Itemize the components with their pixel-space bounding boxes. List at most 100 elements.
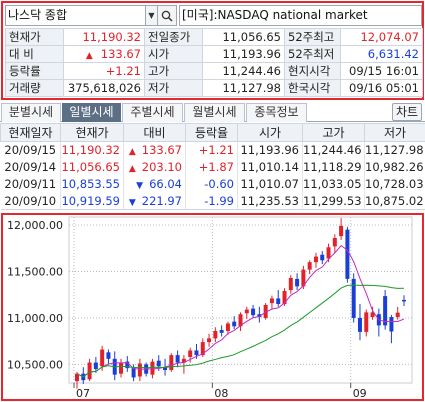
table-row[interactable]: 20/09/14 11,056.65 ▲ 203.10 +1.87 11,010.14 11… xyxy=(0,158,425,176)
low-cell: 11,127.98 xyxy=(364,141,425,159)
column-header: 현재가 xyxy=(60,123,124,142)
candle-body xyxy=(219,330,224,333)
quote-row: 현재가 11,190.32 전일종가 11,056.65 52주최고 12,074.07 xyxy=(5,28,423,46)
quote-label: 등락률 xyxy=(5,62,64,80)
quote-label: 시가 xyxy=(144,45,203,63)
candle-body xyxy=(383,296,388,326)
open-cell: 11,010.07 xyxy=(237,175,303,193)
candle-body xyxy=(307,262,312,270)
candle-body xyxy=(395,312,400,318)
chart-button[interactable]: 차트 xyxy=(392,103,422,121)
candle-body xyxy=(257,314,262,318)
y-tick-label: 11,500.00 xyxy=(7,265,63,278)
column-header: 대비 xyxy=(123,123,186,142)
quote-value-text: 133.67 xyxy=(100,47,141,61)
quote-value-text: +1.21 xyxy=(105,64,141,78)
rate-cell: -1.99 xyxy=(185,192,238,210)
candle-body xyxy=(339,225,344,237)
quote-row: 등락률 +1.21 고가 11,244.46 현지시각 09/15 16:01 xyxy=(5,62,423,80)
quote-value-text: 11,193.96 xyxy=(222,47,281,61)
candle-body xyxy=(351,278,356,318)
candle-body xyxy=(225,323,230,331)
candle-body xyxy=(364,312,369,332)
quote-value-text: 09/15 16:01 xyxy=(349,64,419,78)
stock-dropdown-button[interactable]: ▼ xyxy=(146,5,158,26)
candle-body xyxy=(402,299,406,302)
candle-body xyxy=(389,317,394,332)
quote-value: 09/16 05:01 xyxy=(340,79,423,97)
x-tick-label: 09 xyxy=(353,387,367,399)
quote-value: 11,244.46 xyxy=(202,62,285,80)
down-arrow-icon: ▼ xyxy=(128,197,136,208)
quote-label: 52주최고 xyxy=(284,28,341,46)
quote-label: 현재가 xyxy=(5,28,64,46)
candle-body xyxy=(251,308,256,316)
quote-label: 한국시각 xyxy=(284,79,341,97)
x-tick-label: 07 xyxy=(76,387,90,399)
y-tick-label: 11,000.00 xyxy=(7,312,63,325)
candle-body xyxy=(87,362,92,380)
change-cell: ▲ 133.67 xyxy=(123,141,186,159)
candle-body xyxy=(263,304,268,318)
rate-cell: +1.21 xyxy=(185,141,238,159)
candle-body xyxy=(125,361,130,369)
plot-area xyxy=(68,216,413,384)
close-cell: 11,190.32 xyxy=(60,141,124,159)
change-value: 203.10 xyxy=(141,160,182,174)
change-cell: ▼ 221.97 xyxy=(123,192,186,210)
tab-3[interactable]: 주별시세 xyxy=(122,103,183,122)
candle-body xyxy=(169,355,174,370)
column-header: 저가 xyxy=(364,123,425,142)
quote-label: 52주최저 xyxy=(284,45,341,63)
candle-body xyxy=(282,290,287,304)
change-value: 66.04 xyxy=(149,177,182,191)
open-cell: 11,010.14 xyxy=(237,158,303,176)
candle-body xyxy=(332,238,337,247)
quote-value: 11,127.98 xyxy=(202,79,285,97)
ma-short-line xyxy=(76,244,405,378)
search-button[interactable] xyxy=(158,5,177,26)
open-cell: 11,193.96 xyxy=(237,141,303,159)
quote-value: 09/15 16:01 xyxy=(340,62,423,80)
tab-2[interactable]: 일별시세 xyxy=(62,103,121,122)
candle-body xyxy=(320,254,325,261)
market-name-field: [미국]:NASDAQ national market xyxy=(179,5,422,26)
candle-body xyxy=(244,309,249,314)
quote-label: 고가 xyxy=(144,62,203,80)
search-row: 나스닥 종합 ▼ [미국]:NASDAQ national market xyxy=(5,5,422,27)
candle-body xyxy=(93,362,98,370)
quote-value: 6,631.42 xyxy=(340,45,423,63)
quote-value: 12,074.07 xyxy=(340,28,423,46)
change-cell: ▲ 203.10 xyxy=(123,158,186,176)
quote-summary-panel: 나스닥 종합 ▼ [미국]:NASDAQ national market 현재가… xyxy=(1,1,424,100)
candle-body xyxy=(75,373,79,382)
candle-body xyxy=(276,298,281,304)
tab-5[interactable]: 종목정보 xyxy=(246,103,307,122)
high-cell: 11,118.29 xyxy=(302,158,365,176)
up-arrow-icon: ▲ xyxy=(128,164,136,174)
table-row[interactable]: 20/09/11 10,853.55 ▼ 66.04 -0.60 11,010.07 11,… xyxy=(0,175,425,193)
candle-body xyxy=(181,358,186,363)
quote-value-text: 11,244.46 xyxy=(222,64,281,78)
tab-1[interactable]: 분별시세 xyxy=(1,103,61,122)
candle-body xyxy=(119,362,124,374)
chevron-down-icon: ▼ xyxy=(148,11,155,20)
candle-body xyxy=(207,338,212,343)
tab-bar: 분별시세 일별시세 주별시세 월별시세 종목정보 차트 xyxy=(0,103,425,122)
stock-name-input[interactable]: 나스닥 종합 xyxy=(5,5,146,26)
candle-body xyxy=(156,360,161,367)
quote-value: ▲ 133.67 xyxy=(63,45,145,63)
date-cell: 20/09/10 xyxy=(0,192,61,210)
quote-value: 11,193.96 xyxy=(202,45,285,63)
candle-body xyxy=(357,317,362,332)
tab-4[interactable]: 월별시세 xyxy=(184,103,245,122)
low-cell: 10,982.26 xyxy=(364,158,425,176)
table-row[interactable]: 20/09/10 10,919.59 ▼ 221.97 -1.99 11,235.53 11… xyxy=(0,192,425,210)
candle-body xyxy=(150,361,155,375)
low-cell: 10,728.03 xyxy=(364,175,425,193)
candle-body xyxy=(100,349,105,367)
low-cell: 10,875.02 xyxy=(364,192,425,210)
quote-value-text: 11,056.65 xyxy=(222,30,281,44)
table-row[interactable]: 20/09/15 11,190.32 ▲ 133.67 +1.21 11,193.96 11… xyxy=(0,141,425,159)
change-value: 133.67 xyxy=(141,143,182,158)
